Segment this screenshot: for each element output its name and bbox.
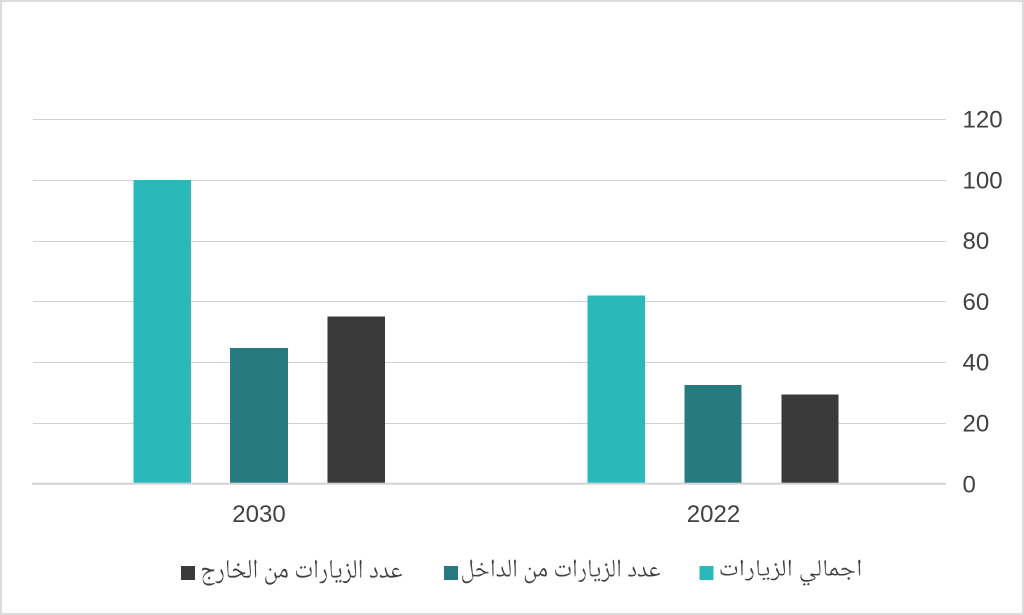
svg-text:20: 20: [963, 411, 990, 438]
svg-text:2030: 2030: [232, 501, 285, 528]
svg-text:100: 100: [963, 167, 1003, 194]
svg-text:60: 60: [963, 289, 990, 316]
svg-text:0: 0: [963, 471, 976, 498]
svg-text:120: 120: [963, 107, 1003, 134]
svg-text:2022: 2022: [687, 501, 740, 528]
svg-text:40: 40: [963, 350, 990, 377]
svg-text:80: 80: [963, 228, 990, 255]
